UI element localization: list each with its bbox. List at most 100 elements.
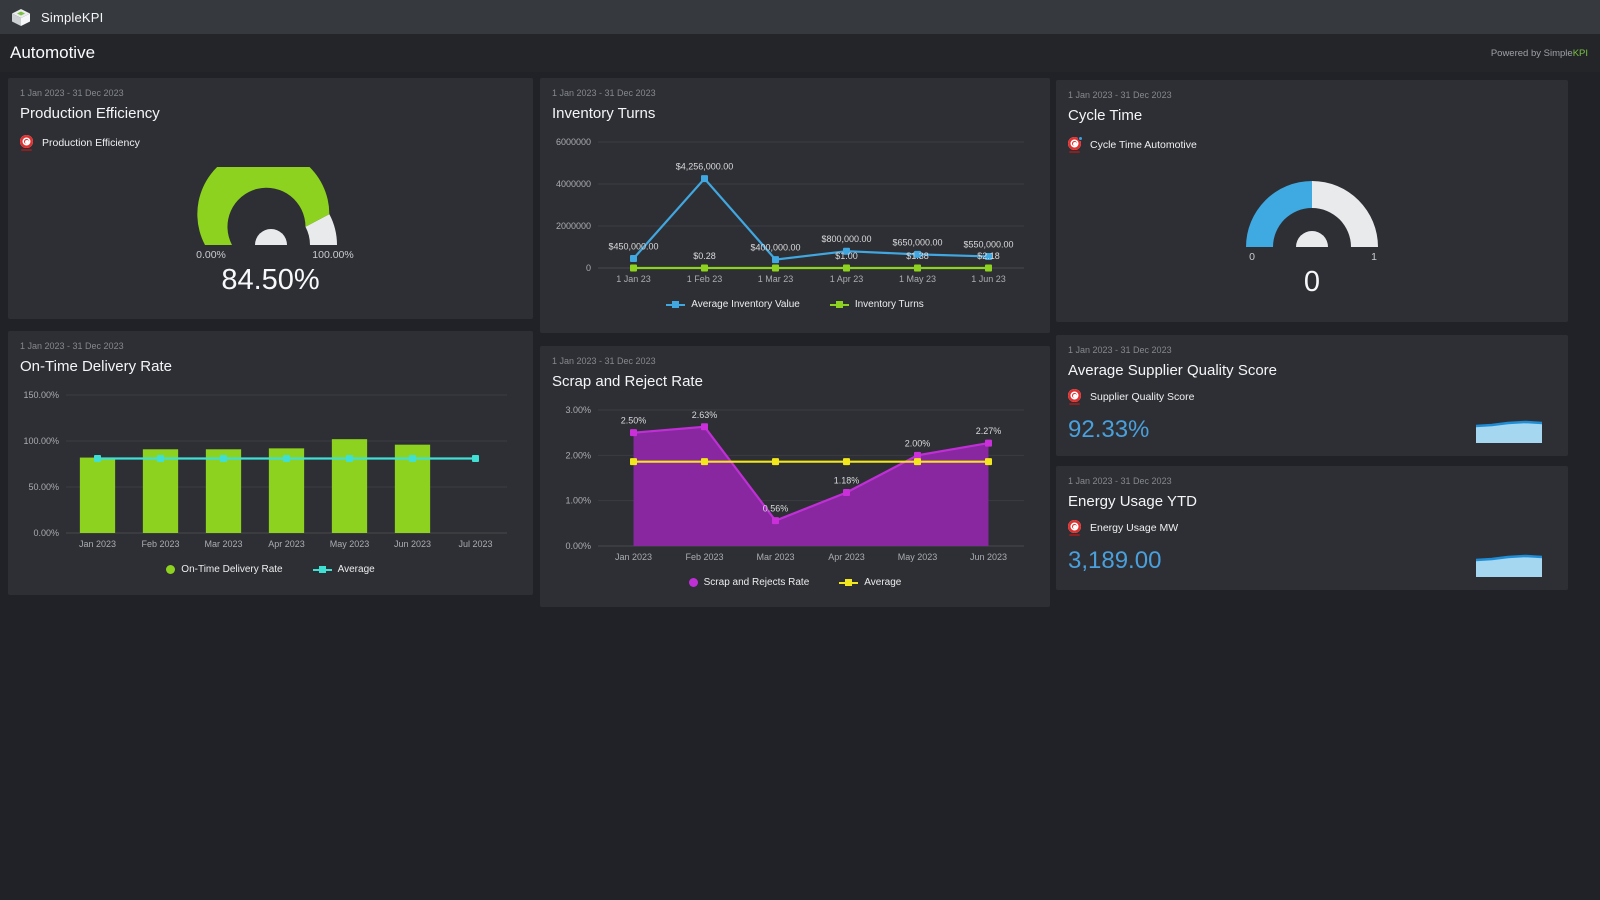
date-range: 1 Jan 2023 - 31 Dec 2023 bbox=[1068, 345, 1172, 355]
dashboard-grid: 1 Jan 2023 - 31 Dec 2023 Production Effi… bbox=[0, 72, 1600, 900]
svg-text:1.18%: 1.18% bbox=[834, 476, 860, 486]
chart-legend: Scrap and Rejects Rate Average bbox=[552, 577, 1038, 588]
svg-text:$1.00: $1.00 bbox=[835, 251, 858, 261]
scrap-reject-chart[interactable]: 0.00% 1.00% 2.00% 3.00% Jan 2023 Feb 2023 Mar … bbox=[552, 396, 1038, 566]
score-value: 3,189.00 bbox=[1068, 547, 1162, 574]
svg-text:1: 1 bbox=[1371, 251, 1377, 263]
svg-text:May 2023: May 2023 bbox=[330, 539, 370, 549]
date-range: 1 Jan 2023 - 31 Dec 2023 bbox=[552, 356, 656, 366]
legend-item[interactable]: Inventory Turns bbox=[829, 299, 924, 310]
gauge-value: 0 bbox=[1303, 266, 1321, 298]
on-time-delivery-chart[interactable]: 0.00% 50.00% 100.00% 150.00% Jan 2023 Feb 202… bbox=[20, 381, 521, 553]
kpi-row: Production Efficiency bbox=[20, 135, 521, 151]
legend-marker-icon bbox=[839, 578, 859, 587]
date-range: 1 Jan 2023 - 31 Dec 2023 bbox=[1068, 476, 1172, 486]
svg-text:1 Jun 23: 1 Jun 23 bbox=[971, 274, 1006, 284]
svg-text:Feb 2023: Feb 2023 bbox=[685, 552, 723, 562]
score-value: 92.33% bbox=[1068, 416, 1150, 443]
svg-text:6000000: 6000000 bbox=[556, 137, 591, 147]
svg-text:100.00%: 100.00% bbox=[312, 249, 353, 261]
card-on-time-delivery-rate[interactable]: 1 Jan 2023 - 31 Dec 2023 On-Time Deliver… bbox=[8, 331, 533, 595]
svg-text:2000000: 2000000 bbox=[556, 221, 591, 231]
svg-text:Apr 2023: Apr 2023 bbox=[828, 552, 865, 562]
kpi-row: Energy Usage MW bbox=[1068, 520, 1556, 536]
legend-label: Average bbox=[337, 564, 375, 575]
legend-item[interactable]: Scrap and Rejects Rate bbox=[688, 577, 810, 588]
card-title: Production Efficiency bbox=[20, 105, 160, 122]
legend-item[interactable]: Average bbox=[312, 564, 375, 575]
svg-text:$4,256,000.00: $4,256,000.00 bbox=[676, 162, 734, 172]
sparkline-chart[interactable] bbox=[1476, 419, 1542, 443]
legend-item[interactable]: Average Inventory Value bbox=[666, 299, 800, 310]
target-icon bbox=[1068, 389, 1082, 405]
target-icon bbox=[20, 135, 34, 151]
card-title: Scrap and Reject Rate bbox=[552, 373, 703, 390]
legend-label: Inventory Turns bbox=[854, 299, 924, 310]
card-title: Energy Usage YTD bbox=[1068, 493, 1197, 510]
legend-marker-icon bbox=[666, 300, 686, 309]
svg-text:$1.38: $1.38 bbox=[906, 251, 929, 261]
powered-by-link[interactable]: Powered by SimpleKPI bbox=[1490, 47, 1588, 59]
sparkline-chart[interactable] bbox=[1476, 553, 1542, 577]
legend-marker-icon bbox=[166, 565, 176, 574]
inventory-turns-chart[interactable]: 0 2000000 4000000 6000000 1 Jan 23 1 Feb 23 1 … bbox=[552, 128, 1038, 288]
svg-text:0: 0 bbox=[1249, 251, 1255, 263]
svg-text:4000000: 4000000 bbox=[556, 179, 591, 189]
svg-text:Jun 2023: Jun 2023 bbox=[394, 539, 431, 549]
target-icon-with-badge bbox=[1068, 136, 1083, 153]
card-scrap-and-reject-rate[interactable]: 1 Jan 2023 - 31 Dec 2023 Scrap and Rejec… bbox=[540, 346, 1050, 607]
card-average-supplier-quality-score[interactable]: 1 Jan 2023 - 31 Dec 2023 Average Supplie… bbox=[1056, 335, 1568, 456]
gauge-production-efficiency[interactable]: 0.00% 100.00% 84.50% bbox=[20, 161, 521, 297]
svg-text:1 May 23: 1 May 23 bbox=[899, 274, 936, 284]
chart-legend: On-Time Delivery Rate Average bbox=[20, 564, 521, 575]
card-title: Inventory Turns bbox=[552, 105, 656, 122]
kpi-label: Cycle Time Automotive bbox=[1090, 139, 1197, 151]
svg-text:1 Feb 23: 1 Feb 23 bbox=[687, 274, 723, 284]
svg-text:1 Mar 23: 1 Mar 23 bbox=[758, 274, 794, 284]
date-range: 1 Jan 2023 - 31 Dec 2023 bbox=[552, 88, 656, 98]
date-range: 1 Jan 2023 - 31 Dec 2023 bbox=[20, 341, 124, 351]
svg-text:$2.18: $2.18 bbox=[977, 251, 1000, 261]
gauge-chart[interactable]: 0.00% 100.00% bbox=[171, 167, 371, 263]
card-energy-usage-ytd[interactable]: 1 Jan 2023 - 31 Dec 2023 Energy Usage YT… bbox=[1056, 466, 1568, 590]
legend-item[interactable]: On-Time Delivery Rate bbox=[166, 564, 283, 575]
svg-text:2.27%: 2.27% bbox=[976, 426, 1002, 436]
svg-text:2.63%: 2.63% bbox=[692, 410, 718, 420]
svg-text:50.00%: 50.00% bbox=[28, 482, 59, 492]
simplekpi-logo-icon[interactable] bbox=[10, 7, 32, 27]
card-production-efficiency[interactable]: 1 Jan 2023 - 31 Dec 2023 Production Effi… bbox=[8, 78, 533, 319]
svg-text:1 Jan 23: 1 Jan 23 bbox=[616, 274, 651, 284]
card-title: Cycle Time bbox=[1068, 107, 1143, 124]
svg-text:Feb 2023: Feb 2023 bbox=[141, 539, 179, 549]
svg-text:Mar 2023: Mar 2023 bbox=[756, 552, 794, 562]
svg-text:0.56%: 0.56% bbox=[763, 504, 789, 514]
svg-text:$450,000.00: $450,000.00 bbox=[608, 242, 658, 252]
kpi-label: Production Efficiency bbox=[42, 137, 140, 149]
svg-text:Jul 2023: Jul 2023 bbox=[458, 539, 492, 549]
card-title: Average Supplier Quality Score bbox=[1068, 362, 1278, 379]
chart-legend: Average Inventory Value Inventory Turns bbox=[552, 299, 1038, 310]
legend-label: Average bbox=[864, 577, 902, 588]
svg-text:1 Apr 23: 1 Apr 23 bbox=[830, 274, 864, 284]
page-title: Automotive bbox=[10, 43, 96, 62]
brand-name[interactable]: SimpleKPI bbox=[41, 9, 104, 25]
kpi-row: Cycle Time Automotive bbox=[1068, 136, 1556, 153]
dashboard-title-bar: Automotive Powered by SimpleKPI bbox=[0, 34, 1600, 72]
card-cycle-time[interactable]: 1 Jan 2023 - 31 Dec 2023 Cycle Time Cycl… bbox=[1056, 80, 1568, 322]
legend-item[interactable]: Average bbox=[839, 577, 901, 588]
svg-text:2.00%: 2.00% bbox=[905, 438, 931, 448]
card-inventory-turns[interactable]: 1 Jan 2023 - 31 Dec 2023 Inventory Turns… bbox=[540, 78, 1050, 333]
legend-label: Average Inventory Value bbox=[691, 299, 800, 310]
svg-text:Jan 2023: Jan 2023 bbox=[79, 539, 116, 549]
gauge-value: 84.50% bbox=[221, 264, 320, 296]
svg-text:$400,000.00: $400,000.00 bbox=[750, 243, 800, 253]
legend-label: Scrap and Rejects Rate bbox=[703, 577, 810, 588]
svg-text:Mar 2023: Mar 2023 bbox=[204, 539, 242, 549]
svg-text:0.00%: 0.00% bbox=[565, 541, 591, 551]
svg-text:3.00%: 3.00% bbox=[565, 405, 591, 415]
svg-text:100.00%: 100.00% bbox=[23, 436, 59, 446]
svg-text:$650,000.00: $650,000.00 bbox=[892, 237, 942, 247]
date-range: 1 Jan 2023 - 31 Dec 2023 bbox=[20, 88, 124, 98]
